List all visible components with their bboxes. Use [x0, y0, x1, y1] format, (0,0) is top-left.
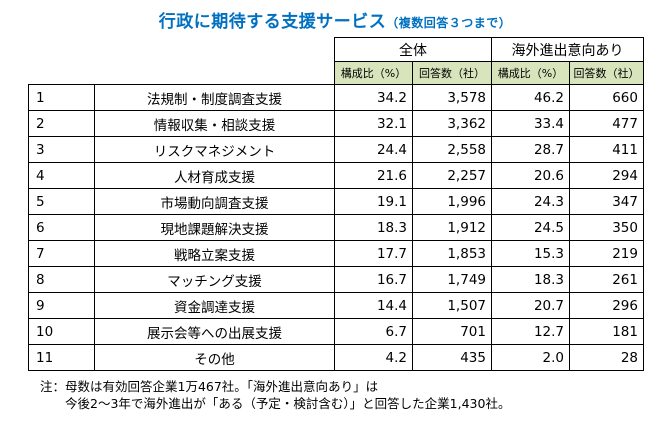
row-number: 8 [28, 266, 95, 293]
row-all-pct: 17.7 [334, 240, 413, 267]
row-service-name: リスクマネジメント [94, 136, 335, 163]
row-service-name: 情報収集・相談支援 [94, 110, 335, 137]
row-service-name: 展示会等への出展支援 [94, 318, 335, 345]
row-overseas-pct: 12.7 [491, 318, 570, 345]
row-service-name: 資金調達支援 [94, 292, 335, 319]
footnote: 注：母数は有効回答企業1万467社。「海外進出意向あり」は 今後2～3年で海外進… [40, 378, 510, 412]
table-row: 9 資金調達支援 14.4 1,507 20.7 296 [28, 292, 644, 319]
row-overseas-count: 294 [569, 162, 644, 189]
row-service-name: 人材育成支援 [94, 162, 335, 189]
row-all-count: 2,257 [412, 162, 492, 189]
row-number: 5 [28, 188, 95, 215]
row-all-count: 3,362 [412, 110, 492, 137]
row-all-count: 1,912 [412, 214, 492, 241]
row-overseas-pct: 2.0 [491, 344, 570, 371]
col-header-all-count: 回答数（社） [412, 61, 492, 85]
group-header-all: 全体 [334, 37, 492, 62]
row-number: 2 [28, 110, 95, 137]
row-overseas-count: 28 [569, 344, 644, 371]
row-overseas-count: 261 [569, 266, 644, 293]
row-service-name: マッチング支援 [94, 266, 335, 293]
row-service-name: その他 [94, 344, 335, 371]
table-row: 3 リスクマネジメント 24.4 2,558 28.7 411 [28, 136, 644, 163]
row-overseas-pct: 33.4 [491, 110, 570, 137]
row-overseas-pct: 18.3 [491, 266, 570, 293]
row-all-pct: 19.1 [334, 188, 413, 215]
row-overseas-count: 350 [569, 214, 644, 241]
table-row: 11 その他 4.2 435 2.0 28 [28, 344, 644, 371]
row-number: 3 [28, 136, 95, 163]
title-text: 行政に期待する支援サービス [158, 12, 387, 32]
row-overseas-count: 219 [569, 240, 644, 267]
row-all-count: 3,578 [412, 84, 492, 111]
group-header-row: 全体 海外進出意向あり [28, 37, 644, 85]
table-row: 5 市場動向調査支援 19.1 1,996 24.3 347 [28, 188, 644, 215]
col-header-all-pct: 構成比（%） [334, 61, 413, 85]
column-header-row: 構成比（%） 回答数（社） 構成比（%） 回答数（社） [29, 61, 644, 85]
row-all-pct: 4.2 [334, 344, 413, 371]
table-row: 6 現地課題解決支援 18.3 1,912 24.5 350 [28, 214, 644, 241]
row-number: 4 [28, 162, 95, 189]
row-service-name: 戦略立案支援 [94, 240, 335, 267]
row-number: 9 [28, 292, 95, 319]
row-all-count: 1,853 [412, 240, 492, 267]
row-all-count: 1,749 [412, 266, 492, 293]
row-overseas-count: 181 [569, 318, 644, 345]
row-overseas-count: 660 [569, 84, 644, 111]
row-overseas-pct: 15.3 [491, 240, 570, 267]
row-overseas-count: 477 [569, 110, 644, 137]
row-overseas-pct: 20.6 [491, 162, 570, 189]
row-number: 7 [28, 240, 95, 267]
row-all-pct: 32.1 [334, 110, 413, 137]
footnote-line-2: 今後2～3年で海外進出が「ある（予定・検討含む）」と回答した企業1,430社。 [40, 396, 511, 411]
row-all-count: 701 [412, 318, 492, 345]
table-row: 8 マッチング支援 16.7 1,749 18.3 261 [28, 266, 644, 293]
row-service-name: 市場動向調査支援 [94, 188, 335, 215]
support-services-table: 全体 海外進出意向あり 構成比（%） 回答数（社） 構成比（%） 回答数（社） … [28, 37, 644, 371]
table-row: 10 展示会等への出展支援 6.7 701 12.7 181 [28, 318, 644, 345]
row-all-pct: 24.4 [334, 136, 413, 163]
row-overseas-count: 411 [569, 136, 644, 163]
table-row: 2 情報収集・相談支援 32.1 3,362 33.4 477 [28, 110, 644, 137]
row-number: 11 [28, 344, 95, 371]
row-number: 6 [28, 214, 95, 241]
row-all-count: 435 [412, 344, 492, 371]
page-title: 行政に期待する支援サービス（複数回答３つまで） [0, 7, 670, 32]
col-header-overseas-count: 回答数（社） [569, 61, 644, 85]
table-row: 4 人材育成支援 21.6 2,257 20.6 294 [28, 162, 644, 189]
row-overseas-count: 347 [569, 188, 644, 215]
row-overseas-count: 296 [569, 292, 644, 319]
row-all-count: 1,996 [412, 188, 492, 215]
row-all-pct: 6.7 [334, 318, 413, 345]
table-row: 1 法規制・制度調査支援 34.2 3,578 46.2 660 [28, 84, 644, 111]
row-all-pct: 34.2 [334, 84, 413, 111]
row-number: 1 [28, 84, 95, 111]
row-number: 10 [28, 318, 95, 345]
row-all-count: 1,507 [412, 292, 492, 319]
col-header-overseas-pct: 構成比（%） [491, 61, 570, 85]
header-blank-cell [28, 37, 335, 85]
row-all-pct: 21.6 [334, 162, 413, 189]
title-subtitle: （複数回答３つまで） [386, 16, 512, 30]
row-service-name: 現地課題解決支援 [94, 214, 335, 241]
row-all-pct: 18.3 [334, 214, 413, 241]
row-overseas-pct: 28.7 [491, 136, 570, 163]
row-overseas-pct: 24.3 [491, 188, 570, 215]
row-overseas-pct: 24.5 [491, 214, 570, 241]
row-all-pct: 16.7 [334, 266, 413, 293]
footnote-line-1: 注：母数は有効回答企業1万467社。「海外進出意向あり」は [40, 379, 379, 394]
row-service-name: 法規制・制度調査支援 [94, 84, 335, 111]
group-header-overseas: 海外進出意向あり [491, 37, 644, 62]
table-row: 7 戦略立案支援 17.7 1,853 15.3 219 [28, 240, 644, 267]
row-overseas-pct: 20.7 [491, 292, 570, 319]
row-all-pct: 14.4 [334, 292, 413, 319]
row-overseas-pct: 46.2 [491, 84, 570, 111]
row-all-count: 2,558 [412, 136, 492, 163]
